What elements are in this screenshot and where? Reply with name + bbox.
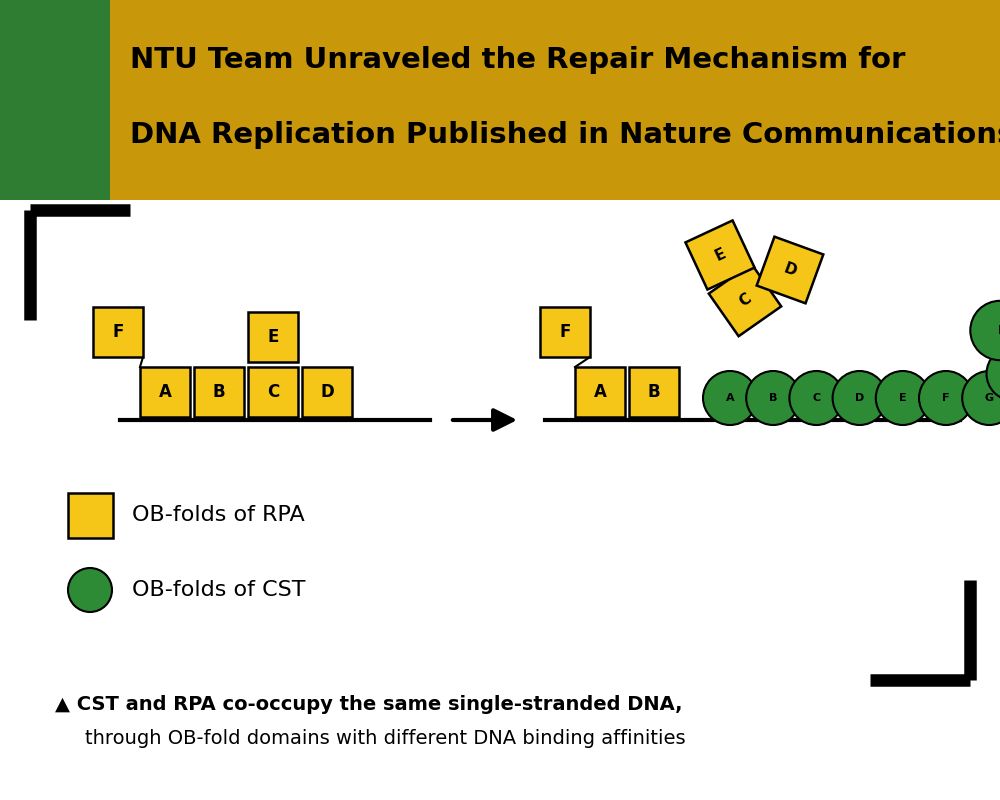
Text: F: F (112, 323, 124, 341)
Bar (540, 307, 590, 357)
Text: F: F (942, 393, 950, 403)
Text: NTU Team Unraveled the Repair Mechanism for: NTU Team Unraveled the Repair Mechanism … (130, 46, 905, 74)
Text: B: B (648, 383, 660, 401)
Bar (68, 493, 112, 538)
Bar (0, 0, 1000, 200)
Bar (248, 367, 298, 417)
Text: C: C (267, 383, 279, 401)
Text: B: B (769, 393, 777, 403)
Polygon shape (709, 264, 781, 336)
Circle shape (919, 371, 973, 425)
Text: I: I (998, 324, 1000, 337)
Text: C: C (736, 290, 754, 310)
Circle shape (789, 371, 843, 425)
Text: OB-folds of CST: OB-folds of CST (132, 580, 306, 600)
Text: D: D (855, 393, 864, 403)
Text: E: E (899, 393, 907, 403)
Text: C: C (812, 393, 820, 403)
Text: D: D (782, 261, 798, 279)
Bar (93, 307, 143, 357)
Text: DNA Replication Published in Nature Communications: DNA Replication Published in Nature Comm… (130, 121, 1000, 149)
Text: D: D (320, 383, 334, 401)
Circle shape (746, 371, 800, 425)
Bar (140, 367, 190, 417)
Circle shape (986, 346, 1000, 401)
Text: F: F (559, 323, 571, 341)
Bar (248, 312, 298, 362)
Circle shape (876, 371, 930, 425)
Bar (0, 0, 110, 200)
Circle shape (962, 371, 1000, 425)
Text: through OB-fold domains with different DNA binding affinities: through OB-fold domains with different D… (85, 729, 686, 747)
Text: A: A (159, 383, 171, 401)
Text: A: A (726, 393, 734, 403)
Text: G: G (985, 393, 994, 403)
Text: OB-folds of RPA: OB-folds of RPA (132, 505, 305, 525)
Text: ▲ CST and RPA co-occupy the same single-stranded DNA,: ▲ CST and RPA co-occupy the same single-… (55, 695, 682, 714)
Circle shape (970, 301, 1000, 360)
Bar (629, 367, 679, 417)
Text: A: A (594, 383, 606, 401)
Circle shape (833, 371, 887, 425)
Bar (302, 367, 352, 417)
Polygon shape (757, 237, 823, 303)
Circle shape (703, 371, 757, 425)
Text: E: E (712, 246, 728, 264)
Text: B: B (213, 383, 225, 401)
Circle shape (68, 568, 112, 612)
Bar (575, 367, 625, 417)
Text: E: E (267, 328, 279, 346)
Bar (194, 367, 244, 417)
Polygon shape (685, 221, 755, 290)
